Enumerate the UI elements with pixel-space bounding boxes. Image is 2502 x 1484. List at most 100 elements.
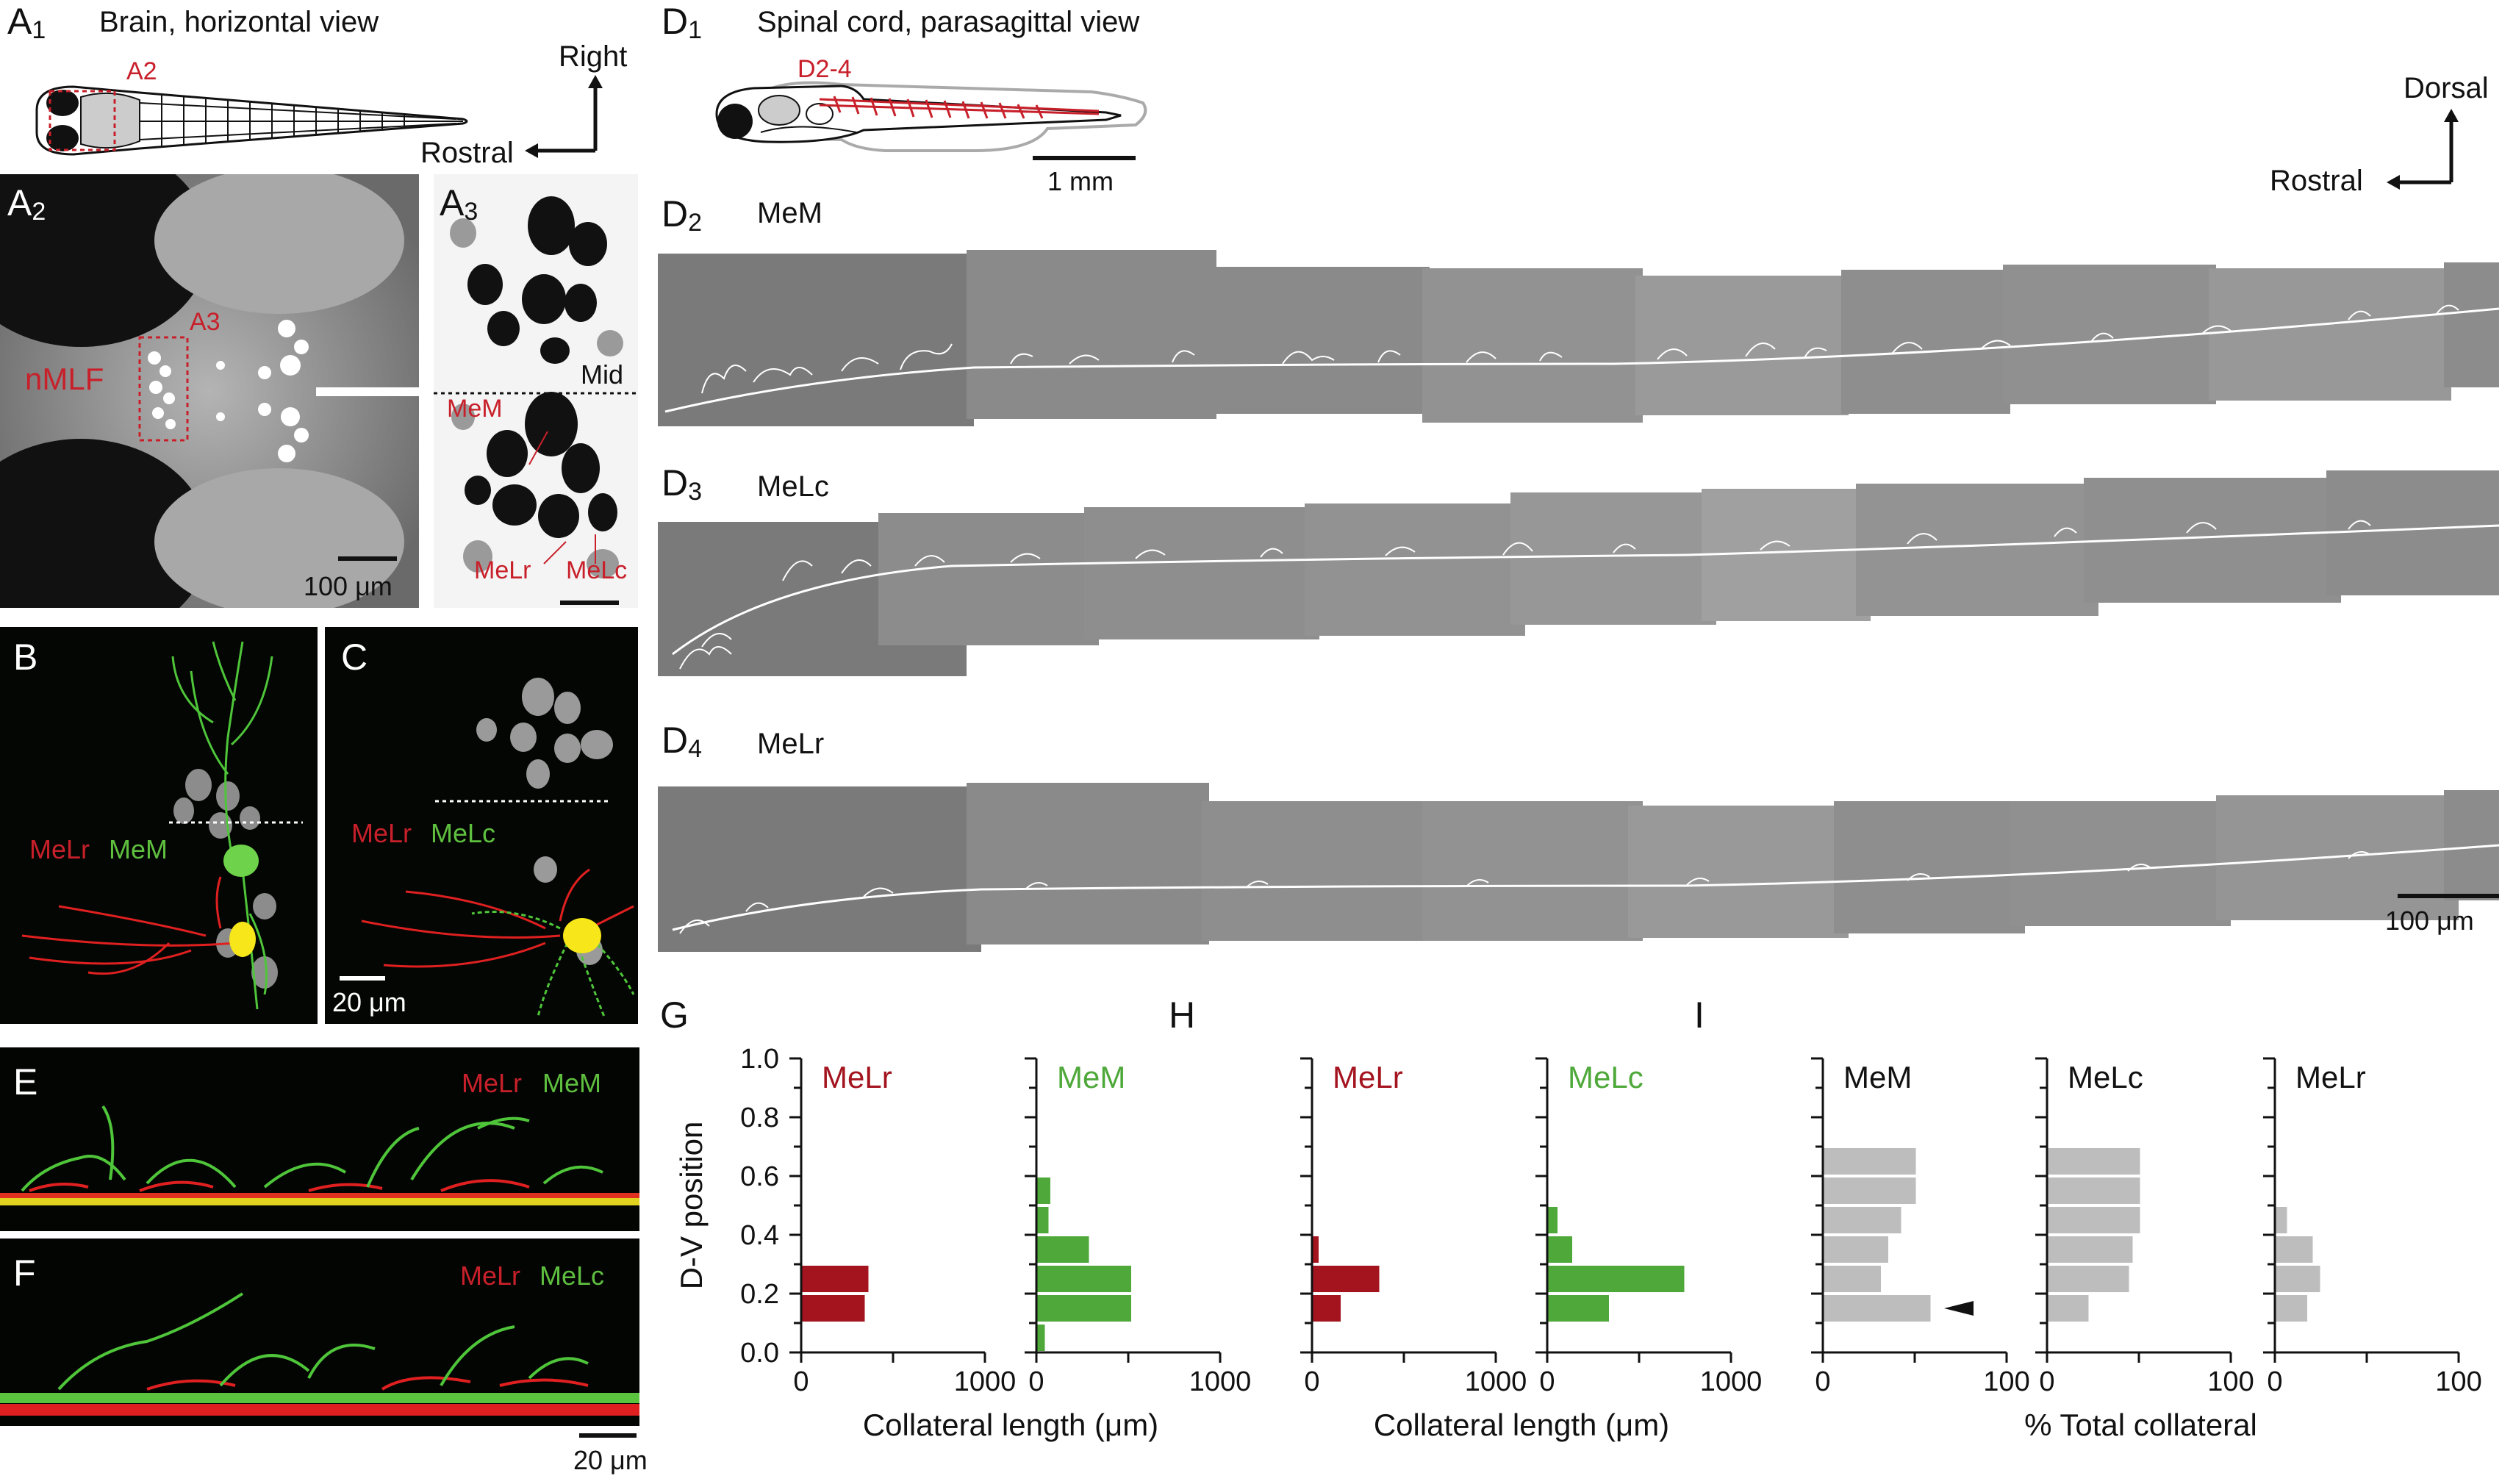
bar (1313, 1295, 1341, 1322)
series-label: MeM (1843, 1060, 1912, 1094)
inset-label-a3: A3 (190, 308, 221, 336)
bar (802, 1266, 869, 1292)
bar (2048, 1148, 2140, 1175)
y-axis-title: D-V position (674, 1122, 709, 1290)
panel-d1: D1 Spinal cord, parasagittal view D2-4 1… (654, 0, 2499, 197)
panel-label-d3: D3 (662, 462, 702, 506)
spinal-cord-mosaic-melc (658, 470, 2499, 676)
panel-letter: D (662, 1, 689, 42)
scalebar-f (579, 1433, 637, 1438)
neuron-fluorescence-b (21, 641, 303, 1010)
scalebar-label-a2: 100 μm (304, 571, 392, 601)
panel-subscript: 3 (464, 198, 478, 226)
panel-label-a3: A3 (440, 182, 478, 226)
bar (1548, 1236, 1572, 1263)
x-tick-label: 1000 (1700, 1366, 1763, 1397)
bar (2048, 1266, 2129, 1292)
panel-subscript: 2 (688, 209, 703, 237)
panel-title-d2: MeM (757, 197, 822, 229)
panel-f-image: F MeLr MeLc (0, 1239, 639, 1426)
neuron-fluorescence-c (340, 678, 635, 1017)
bar (1824, 1266, 1881, 1292)
panel-label-d2: D2 (662, 193, 702, 237)
panel-label-d1: D1 (662, 0, 702, 45)
x-tick-label: 100 (2435, 1366, 2481, 1397)
bar (2276, 1236, 2313, 1263)
x-tick-label: 100 (1983, 1366, 2029, 1397)
panel-label-b: B (13, 637, 38, 678)
bar (1824, 1207, 1901, 1233)
x-tick-label: 0 (793, 1366, 809, 1397)
panel-label-d4: D4 (662, 719, 702, 764)
cell-label-melc: MeLc (566, 556, 628, 584)
bar (2048, 1295, 2089, 1322)
x-axis-title: Collateral length (μm) (1374, 1408, 1669, 1442)
panel-title-a1: Brain, horizontal view (99, 6, 379, 38)
bar (1037, 1236, 1089, 1263)
bar (2276, 1295, 2307, 1322)
x-tick-label: 0 (1028, 1366, 1044, 1397)
scalebar-d4 (2398, 894, 2499, 898)
orientation-arrows-icon (525, 75, 603, 158)
neuron-label-melr-c: MeLr (351, 818, 412, 848)
bar (1548, 1295, 1609, 1322)
bar (1824, 1295, 1931, 1322)
x-tick-label: 0 (2267, 1366, 2282, 1397)
bar (1824, 1177, 1916, 1204)
x-tick-label: 100 (2207, 1366, 2254, 1397)
scalebar-d1 (1033, 156, 1136, 160)
panel-a3-image: A3 Mid MeM MeLr MeLc (434, 174, 638, 608)
orientation-arrows-d-icon (2387, 109, 2459, 190)
y-tick-label: 0.2 (740, 1279, 779, 1310)
y-tick-label: 1.0 (740, 1044, 779, 1075)
bar (1548, 1207, 1558, 1233)
neuron-label-melc-f: MeLc (540, 1261, 605, 1291)
axon-collaterals-e (0, 1105, 639, 1205)
scalebar-label-d1: 1 mm (1047, 166, 1114, 196)
x-tick-label: 0 (1304, 1366, 1319, 1397)
panel-letter: A (7, 182, 32, 223)
x-axis-title: % Total collateral (2024, 1408, 2257, 1442)
x-axis-title: Collateral length (μm) (863, 1408, 1158, 1442)
neuron-label-melr-e: MeLr (462, 1068, 523, 1098)
axon-collaterals-f (0, 1292, 639, 1416)
spinal-cord-mosaic-melr (658, 783, 2499, 952)
bar (2276, 1207, 2287, 1233)
panel-subscript: 2 (32, 198, 46, 226)
panel-label-f: F (13, 1252, 36, 1294)
region-label-nmlf: nMLF (25, 362, 104, 396)
cell-label-melr: MeLr (474, 556, 531, 584)
y-tick-label: 0.6 (740, 1161, 779, 1192)
panel-label-h: H (1169, 994, 1196, 1036)
bar (1037, 1295, 1131, 1322)
series-label: MeLc (1568, 1060, 1643, 1094)
panel-title-d1: Spinal cord, parasagittal view (757, 6, 1140, 38)
bar (802, 1295, 865, 1322)
panel-label-c: C (341, 637, 368, 678)
brain-micrograph (0, 174, 419, 608)
panel-a2-image: A2 nMLF A3 100 μm (0, 174, 419, 608)
zebrafish-dorsal-schematic (35, 85, 468, 156)
panel-subscript: 1 (688, 16, 703, 44)
bar (1037, 1207, 1049, 1233)
panel-subscript: 3 (688, 478, 703, 506)
inset-label-d2-4: D2-4 (797, 55, 852, 83)
bar (1824, 1236, 1888, 1263)
midline-label: Mid (581, 359, 624, 390)
panel-title-d3: MeLc (757, 470, 829, 503)
series-label: MeLr (822, 1060, 892, 1094)
neuron-label-melc-c: MeLc (431, 818, 496, 848)
panel-letter: A (7, 1, 32, 42)
x-tick-label: 1000 (1189, 1366, 1252, 1397)
cell-cluster-micrograph (434, 174, 638, 608)
y-tick-label: 0.0 (740, 1338, 779, 1369)
panel-letter: D (662, 462, 689, 503)
axis-label-rostral: Rostral (420, 137, 514, 169)
panel-title-d4: MeLr (757, 728, 825, 760)
x-tick-label: 0 (1815, 1366, 1830, 1397)
bar (1313, 1236, 1319, 1263)
series-label: MeM (1057, 1060, 1125, 1094)
axis-label-rostral-d: Rostral (2270, 165, 2363, 197)
panel-label-i: I (1694, 994, 1705, 1036)
